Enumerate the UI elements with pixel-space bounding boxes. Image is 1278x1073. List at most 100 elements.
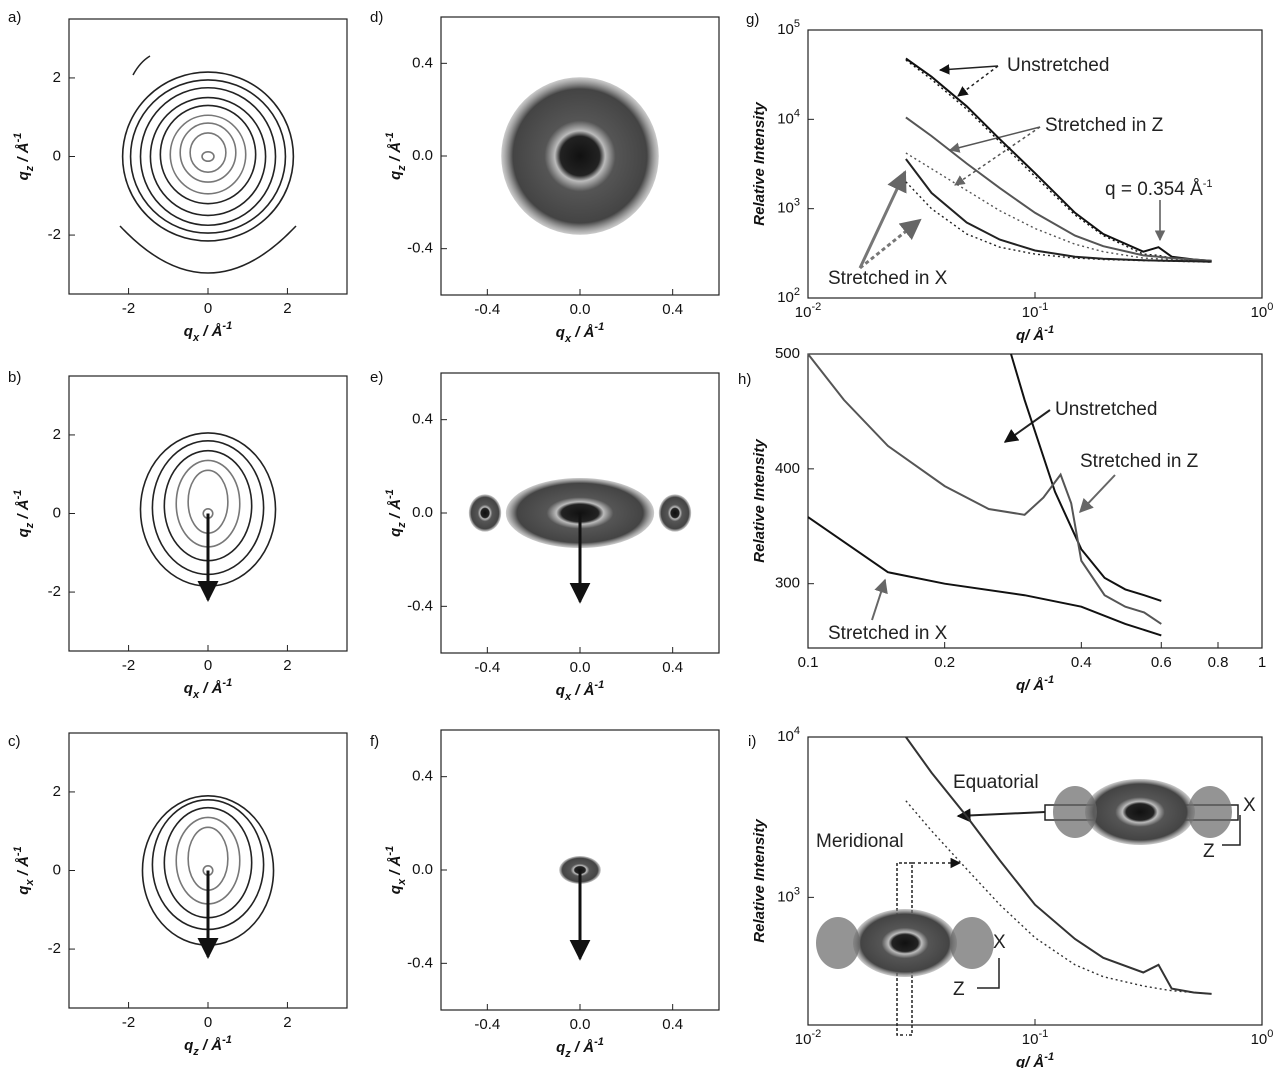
data-line <box>905 800 1212 995</box>
x-axis-label: qz / Å-1 <box>184 1034 232 1058</box>
x-tick-label: -2 <box>122 300 135 317</box>
contour <box>139 86 277 227</box>
data-line <box>905 59 1212 263</box>
y-axis-label: qx / Å-1 <box>384 846 408 894</box>
x-tick-label: 1 <box>1258 654 1266 671</box>
x-axis-label: qz / Å-1 <box>556 1036 604 1060</box>
y-tick-label-part: 2 <box>53 69 61 86</box>
y-axis-label-part: / Å <box>387 856 404 879</box>
data-line <box>905 57 1212 262</box>
x-tick-label-part: 0 <box>204 657 212 674</box>
y-tick-label-part: 2 <box>53 783 61 800</box>
annotation-part: Equatorial <box>953 772 1039 793</box>
y-tick-label-part: 0.0 <box>412 147 433 164</box>
x-tick-label-part: 0.4 <box>662 301 683 318</box>
y-axis-label-part: q <box>15 171 32 180</box>
x-tick-label-part: -2 <box>122 300 135 317</box>
intensity-blob <box>468 494 502 532</box>
panel-label: f) <box>370 733 379 750</box>
x-tick-label: 0.1 <box>798 654 819 671</box>
x-tick-label-part: 2 <box>283 1014 291 1031</box>
annotation: Z <box>1203 841 1215 862</box>
x-axis-label-part: x <box>564 691 572 703</box>
inset-images <box>816 779 1232 977</box>
x-axis-label-part: -1 <box>222 320 232 332</box>
y-tick-label: -2 <box>48 226 61 243</box>
y-tick-label: 0 <box>53 861 61 878</box>
y-tick-label-part: 10 <box>777 200 794 217</box>
y-axis-label: qz / Å-1 <box>384 132 408 180</box>
x-axis-label-part: -1 <box>594 321 604 333</box>
y-tick-label: 0.4 <box>412 411 433 428</box>
annotation: Meridional <box>816 831 904 852</box>
x-tick-label: 2 <box>283 300 291 317</box>
x-axis-label-part: -1 <box>594 679 604 691</box>
x-axis-label: qx / Å-1 <box>556 679 604 703</box>
annotation: Stretched in X <box>828 623 948 644</box>
x-tick-label: 0.0 <box>570 301 591 318</box>
panel-label: h) <box>738 371 751 388</box>
data-line <box>807 353 1162 625</box>
y-axis-label-part: -1 <box>12 133 24 143</box>
plot-frame <box>68 18 348 295</box>
panel-label: b) <box>8 369 21 386</box>
x-tick-label: 100 <box>1251 301 1274 321</box>
y-tick-label: 0.0 <box>412 504 433 521</box>
x-tick-label: 100 <box>1251 1028 1274 1048</box>
x-tick-label-part: -2 <box>811 301 821 313</box>
x-tick-label-part: -0.4 <box>474 1016 500 1033</box>
x-axis-label-part: x <box>564 333 572 345</box>
x-tick-label-part: -2 <box>811 1028 821 1040</box>
x-axis-label-part: q/ Å <box>1016 677 1044 694</box>
x-tick-label: 0.4 <box>662 301 683 318</box>
y-axis-label-part: q <box>15 886 32 895</box>
data-line <box>905 152 1212 263</box>
intensity-blob <box>658 494 692 532</box>
y-axis-label-part: -1 <box>12 846 24 856</box>
y-tick-label-part: 3 <box>794 197 800 209</box>
annotation-part: Meridional <box>816 831 904 852</box>
annotation-part: Unstretched <box>1055 399 1157 420</box>
x-axis-label-part: q/ Å <box>1016 327 1044 344</box>
panel-label: c) <box>8 733 21 750</box>
x-tick-label-part: 0.1 <box>798 654 819 671</box>
y-tick-label-part: 0 <box>53 861 61 878</box>
x-tick-label-part: -0.4 <box>474 301 500 318</box>
annotation: X <box>1243 795 1256 816</box>
x-axis-label-part: q <box>556 1039 565 1056</box>
x-tick-label-part: 10 <box>1251 304 1268 321</box>
y-tick-label: -2 <box>48 583 61 600</box>
x-tick-label: 0 <box>204 657 212 674</box>
x-tick-label: 2 <box>283 657 291 674</box>
x-tick-label: -0.4 <box>474 301 500 318</box>
y-axis-label-part: z <box>396 522 408 529</box>
annotation: Z <box>953 979 965 1000</box>
y-tick-label: 102 <box>777 286 800 306</box>
y-tick-label: 2 <box>53 69 61 86</box>
annotation: q = 0.354 Å-1 <box>1105 178 1213 200</box>
x-tick-label-part: 10 <box>1022 304 1039 321</box>
y-tick-label: 0.0 <box>412 147 433 164</box>
y-axis-label-part: z <box>24 522 36 529</box>
decorations <box>119 55 1241 1036</box>
x-tick-label: -2 <box>122 657 135 674</box>
x-tick-label: 10-1 <box>1022 301 1048 321</box>
x-tick-label-part: -2 <box>122 657 135 674</box>
y-tick-label-part: -2 <box>48 583 61 600</box>
x-tick-label: 10-2 <box>795 1028 821 1048</box>
panel-label: e) <box>370 369 383 386</box>
y-tick-label-part: 10 <box>777 888 794 905</box>
x-axis-label: qx / Å-1 <box>184 320 232 344</box>
y-axis-label-part: q <box>387 528 404 537</box>
y-tick-label-part: -0.4 <box>407 597 433 614</box>
annotation-part: X <box>1243 795 1256 816</box>
y-tick-label: -0.4 <box>407 597 433 614</box>
plot-frame <box>807 353 1263 649</box>
x-axis-label-part: -1 <box>222 1034 232 1046</box>
x-tick-label-part: 0 <box>1267 301 1273 313</box>
data-line <box>807 516 1162 637</box>
annotation-part: Z <box>953 979 965 1000</box>
x-axis-label-part: / Å <box>571 1039 594 1056</box>
x-axis-label-part: q <box>184 680 193 697</box>
